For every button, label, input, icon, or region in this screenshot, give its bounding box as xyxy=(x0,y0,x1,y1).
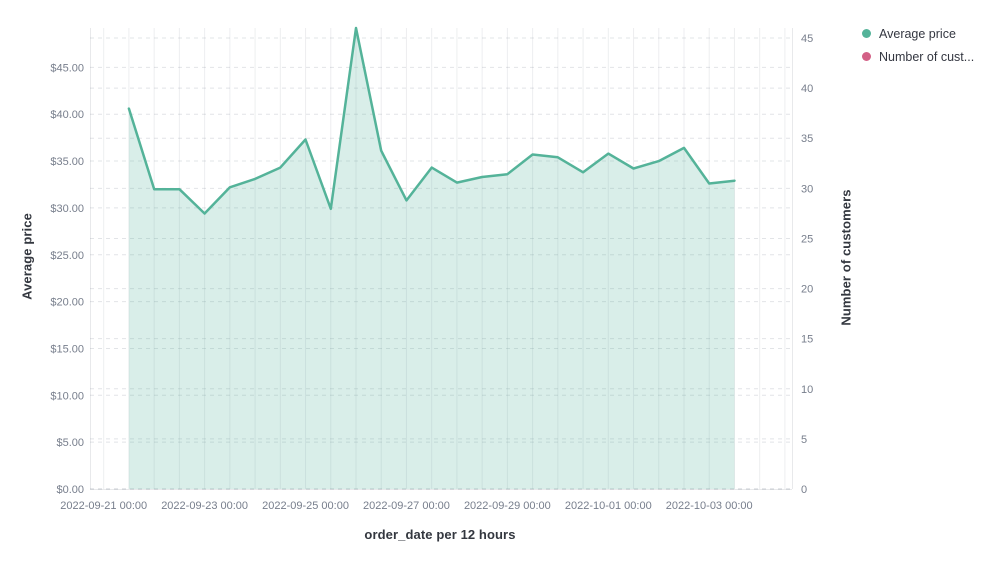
right-axis-tick-label: 25 xyxy=(801,233,813,245)
x-axis-tick-labels: 2022-09-21 00:00 2022-09-23 00:00 2022-09-… xyxy=(60,500,752,512)
x-axis-tick-label: 2022-09-27 00:00 xyxy=(363,500,450,512)
left-axis-tick-labels: $0.00 $5.00 $10.00 $15.00 $20.00 $25.00 $30.00… xyxy=(50,62,84,496)
legend-label-average-price: Average price xyxy=(879,26,956,41)
left-axis-gridlines xyxy=(90,66,792,490)
right-axis-tick-label: 45 xyxy=(801,33,813,45)
legend-item-average-price[interactable]: Average price xyxy=(862,22,974,45)
right-axis-tick-label: 10 xyxy=(801,384,813,396)
x-axis-tick-label: 2022-09-23 00:00 xyxy=(161,500,248,512)
legend-item-number-of-customers[interactable]: Number of cust... xyxy=(862,45,974,68)
x-axis-tick-label: 2022-10-01 00:00 xyxy=(565,500,652,512)
x-axis-tick-label: 2022-09-21 00:00 xyxy=(60,500,147,512)
left-axis-tick-label: $45.00 xyxy=(50,62,84,74)
average-price-line xyxy=(127,26,736,215)
left-axis-tick-label: $40.00 xyxy=(50,109,84,121)
legend-dot-average-price xyxy=(862,29,871,38)
right-axis-gridlines xyxy=(90,37,792,490)
left-axis-tick-label: $5.00 xyxy=(56,437,84,449)
legend: Average price Number of cust... xyxy=(862,22,974,68)
left-axis-tick-label: $25.00 xyxy=(50,250,84,262)
right-axis-tick-label: 30 xyxy=(801,183,813,195)
legend-dot-number-of-customers xyxy=(862,52,871,61)
left-axis-tick-label: $10.00 xyxy=(50,390,84,402)
x-gridlines xyxy=(103,28,786,489)
x-axis-tick-label: 2022-09-25 00:00 xyxy=(262,500,349,512)
average-price-area xyxy=(128,28,735,489)
right-axis-tick-label: 5 xyxy=(801,434,807,446)
x-axis-title: order_date per 12 hours xyxy=(364,527,516,542)
legend-label-number-of-customers: Number of cust... xyxy=(879,49,975,64)
left-axis-tick-label: $0.00 xyxy=(56,484,84,496)
left-axis-title: Average price xyxy=(19,213,35,300)
right-axis-tick-labels: 0 5 10 15 20 25 30 35 40 45 xyxy=(801,33,813,496)
right-axis-tick-label: 35 xyxy=(801,133,813,145)
right-axis-title: Number of customers xyxy=(838,189,854,326)
right-axis-tick-label: 0 xyxy=(801,484,807,496)
left-axis-tick-label: $20.00 xyxy=(50,297,84,309)
x-axis-tick-label: 2022-09-29 00:00 xyxy=(464,500,551,512)
right-axis-tick-label: 20 xyxy=(801,284,813,296)
right-axis-tick-label: 40 xyxy=(801,83,813,95)
left-axis-tick-label: $30.00 xyxy=(50,203,84,215)
left-axis-tick-label: $35.00 xyxy=(50,156,84,168)
x-axis-tick-label: 2022-10-03 00:00 xyxy=(666,500,753,512)
right-axis-tick-label: 15 xyxy=(801,334,813,346)
left-axis-tick-label: $15.00 xyxy=(50,343,84,355)
